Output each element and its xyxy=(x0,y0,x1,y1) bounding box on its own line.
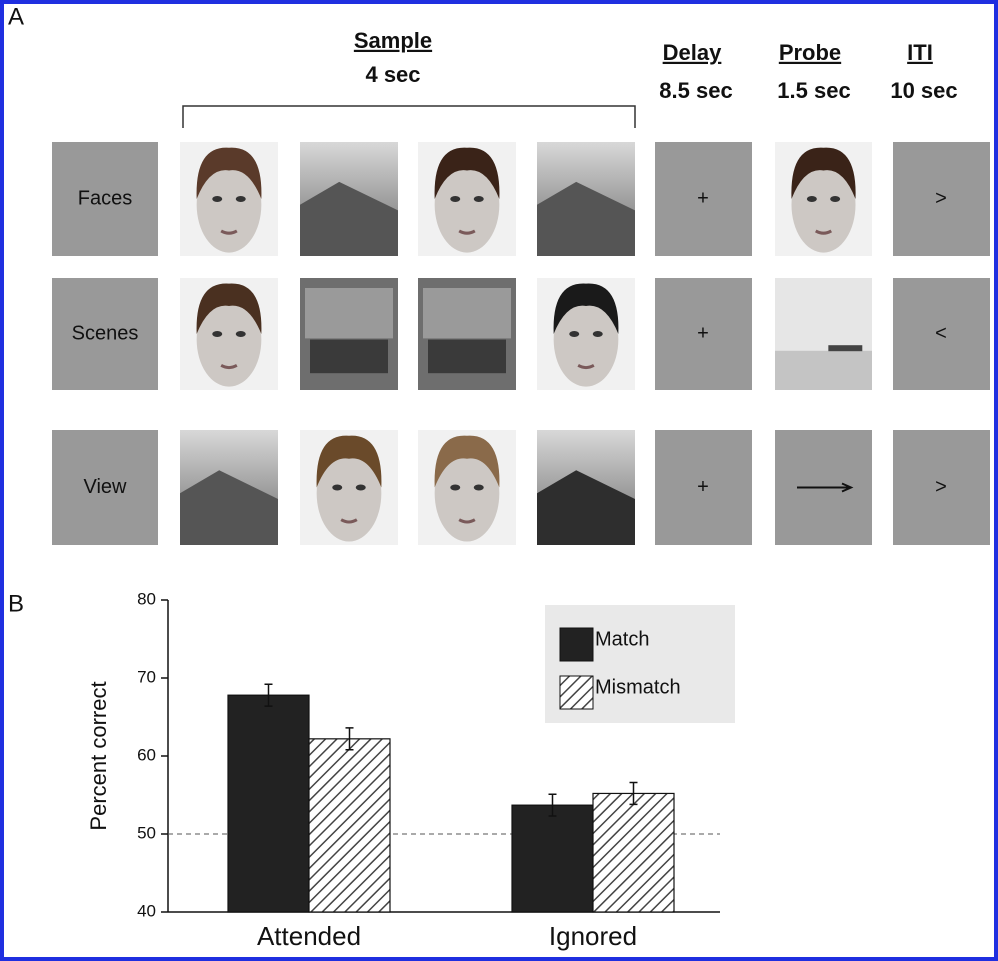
eye xyxy=(212,196,222,202)
figure: A B Sample 4 sec Delay 8.5 sec Probe 1.5 sec I… xyxy=(0,0,998,961)
y-tick-label: 80 xyxy=(137,589,156,608)
y-tick-label: 60 xyxy=(137,745,156,764)
scene-image xyxy=(300,278,398,390)
scene-image xyxy=(775,278,872,390)
eye xyxy=(356,485,366,491)
fixation: + xyxy=(697,322,709,344)
phase-duration: 4 sec xyxy=(365,62,420,87)
eye xyxy=(212,331,222,337)
phase-duration: 8.5 sec xyxy=(659,78,732,103)
scene-image xyxy=(537,142,635,256)
eye xyxy=(450,485,460,491)
eye xyxy=(332,485,342,491)
face-image xyxy=(180,142,278,256)
legend-label: Mismatch xyxy=(595,676,681,698)
iti-cue: < xyxy=(935,322,947,344)
wall xyxy=(305,288,393,338)
y-tick-label: 40 xyxy=(137,901,156,920)
scene-image xyxy=(537,430,635,545)
face-image xyxy=(775,142,872,256)
row-label: View xyxy=(84,476,128,498)
counter xyxy=(428,340,506,374)
wall xyxy=(423,288,511,338)
scene-image xyxy=(418,278,516,390)
eye xyxy=(236,331,246,337)
face-image xyxy=(418,430,516,545)
y-tick-label: 70 xyxy=(137,667,156,686)
eye xyxy=(474,196,484,202)
phase-name: Probe xyxy=(779,40,841,65)
fixation: + xyxy=(697,187,709,209)
floor xyxy=(775,351,872,390)
phase-duration: 10 sec xyxy=(890,78,957,103)
legend-label: Match xyxy=(595,628,649,650)
eye xyxy=(593,331,603,337)
face-image xyxy=(537,278,635,390)
bar xyxy=(228,695,309,912)
table xyxy=(828,345,862,351)
y-axis-label: Percent correct xyxy=(86,681,111,830)
scene-image xyxy=(180,430,278,545)
eye xyxy=(830,196,840,202)
iti-cue: > xyxy=(935,476,947,498)
bar xyxy=(593,793,674,912)
row-label: Scenes xyxy=(72,322,139,344)
eye xyxy=(474,485,484,491)
scene-image xyxy=(300,142,398,256)
eye xyxy=(807,196,817,202)
bracket xyxy=(183,106,635,128)
bar xyxy=(512,805,593,912)
phase-duration: 1.5 sec xyxy=(777,78,850,103)
y-tick-label: 50 xyxy=(137,823,156,842)
bar xyxy=(309,739,390,912)
face-image xyxy=(418,142,516,256)
fixation: + xyxy=(697,476,709,498)
phase-name: Sample xyxy=(354,28,432,53)
panel-label: B xyxy=(8,590,24,617)
x-tick-label: Ignored xyxy=(549,921,637,951)
phase-name: Delay xyxy=(663,40,722,65)
iti-cue: > xyxy=(935,187,947,209)
x-tick-label: Attended xyxy=(257,921,361,951)
phase-name: ITI xyxy=(907,40,933,65)
counter xyxy=(310,340,388,374)
face-image xyxy=(180,278,278,390)
legend-swatch xyxy=(560,676,593,709)
panel-b: 40 50 60 70 80 Percent correct Attended Ignored… xyxy=(86,589,735,950)
eye xyxy=(450,196,460,202)
row-label: Faces xyxy=(78,187,132,209)
panel-label: A xyxy=(8,3,24,30)
legend-swatch xyxy=(560,628,593,661)
face-image xyxy=(300,430,398,545)
eye xyxy=(236,196,246,202)
eye xyxy=(569,331,579,337)
